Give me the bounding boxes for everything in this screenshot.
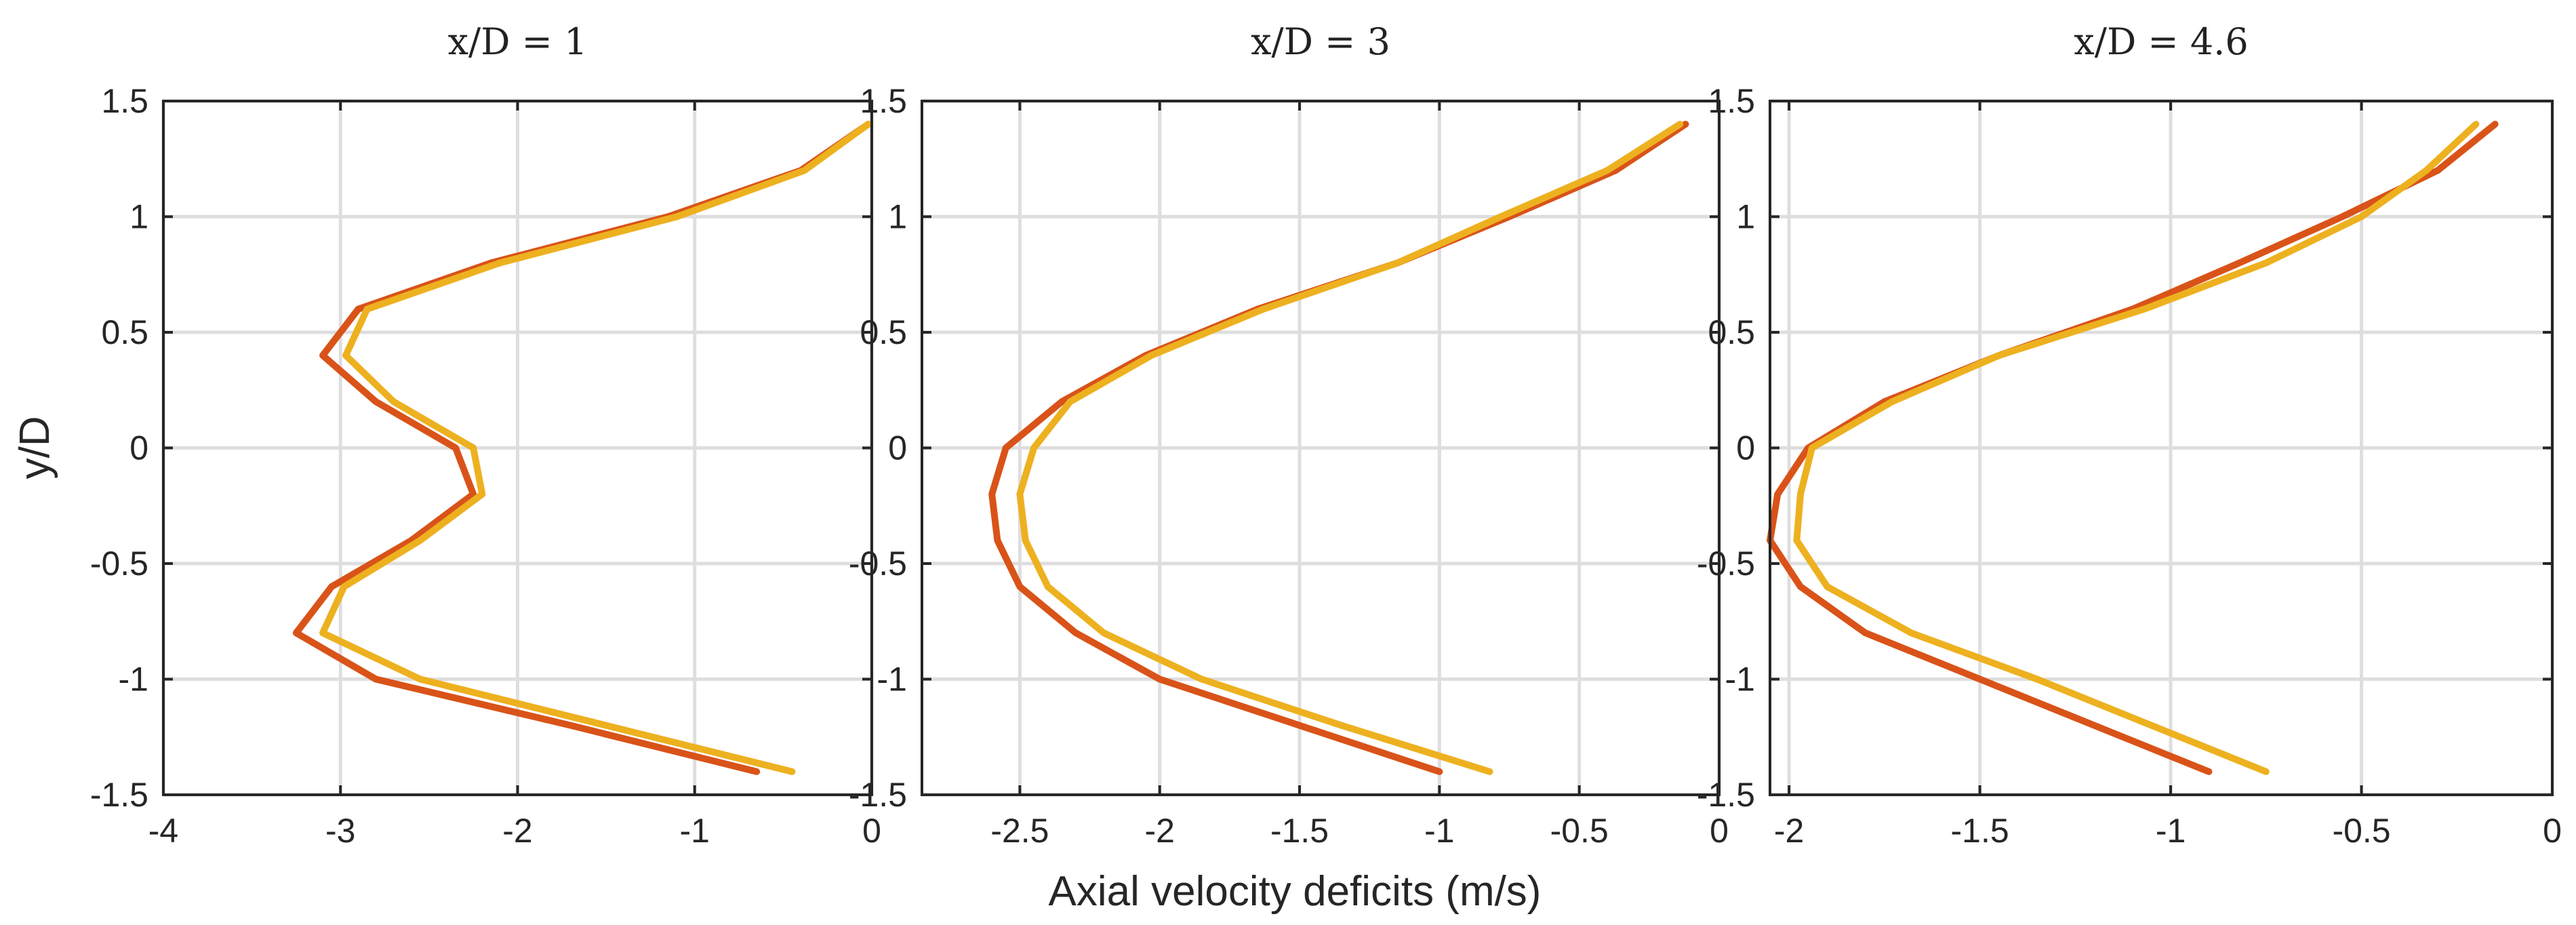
- y-tick-label: 0.5: [101, 313, 148, 351]
- y-tick-label: 0.5: [860, 313, 907, 351]
- x-tick-label: -0.5: [2332, 812, 2390, 850]
- panel-2: -2.5 -2 -1.5 -1 -0.5 0-1.5-1-0.500.511.5x/D =…: [849, 20, 1729, 850]
- x-tick-label: -0.5: [1550, 812, 1609, 850]
- x-tick-label: 0: [862, 812, 881, 850]
- y-axis-label: y/D: [12, 416, 58, 479]
- x-tick-label: -4: [148, 812, 178, 850]
- panel-title: x/D = 1: [448, 20, 588, 63]
- panel-1: -4 -3 -2 -1 0 -1.5 -1 -0.5 0 0.5 1 1.5 x/D = 1: [90, 20, 881, 850]
- y-tick-label: 0: [1736, 429, 1755, 467]
- y-tick-label: 1: [888, 198, 907, 236]
- x-tick-label: -2: [1145, 812, 1175, 850]
- x-tick-label: -1.5: [1951, 812, 2009, 850]
- x-tick-label: -2: [1774, 812, 1804, 850]
- panel-title: x/D = 4.6: [2074, 20, 2248, 63]
- x-axis-label: Axial velocity deficits (m/s): [1049, 868, 1542, 915]
- y-tick-label: -0.5: [1697, 545, 1755, 583]
- x-tick-label: -2: [502, 812, 532, 850]
- panel-title: x/D = 3: [1251, 20, 1390, 63]
- y-tick-label: -1.5: [1697, 776, 1755, 814]
- y-tick-label: 1.5: [860, 82, 907, 120]
- y-tick-label: 0: [888, 429, 907, 467]
- series-line-series_a: [1767, 121, 2499, 775]
- y-tick-label: -1: [877, 661, 907, 698]
- panels: -4 -3 -2 -1 0-1.5-1-0.500.511.5x/D = 1-2.5 -2…: [90, 20, 2562, 850]
- y-tick-label: -1.5: [90, 776, 148, 814]
- y-tick-label: -0.5: [90, 545, 148, 583]
- y-tick-label: -1: [1725, 661, 1755, 698]
- y-tick-label: 1.5: [1708, 82, 1755, 120]
- y-tick-label: 1: [129, 198, 148, 236]
- panel-3: -2 -1.5 -1 -0.5 0-1.5-1-0.500.511.5x/D = 4.6: [1697, 20, 2562, 850]
- x-tick-label: 0: [1710, 812, 1729, 850]
- y-tick-label: 1: [1736, 198, 1755, 236]
- x-tick-label: -1: [680, 812, 710, 850]
- y-tick-label: 0.5: [1708, 313, 1755, 351]
- series-line-series_b: [1793, 121, 2480, 775]
- series-line-series_b: [319, 121, 872, 775]
- y-tick-label: -1: [119, 661, 148, 698]
- x-tick-label: -1: [1424, 812, 1454, 850]
- x-tick-label: -2.5: [990, 812, 1049, 850]
- y-tick-label: -1.5: [849, 776, 907, 814]
- x-tick-label: -1.5: [1270, 812, 1329, 850]
- y-tick-label: 0: [129, 429, 148, 467]
- x-tick-label: -3: [325, 812, 355, 850]
- y-tick-label: -0.5: [849, 545, 907, 583]
- x-tick-label: -1: [2156, 812, 2186, 850]
- series-line-series_b: [1016, 121, 1684, 775]
- y-tick-label: 1.5: [101, 82, 148, 120]
- x-tick-label: 0: [2543, 812, 2562, 850]
